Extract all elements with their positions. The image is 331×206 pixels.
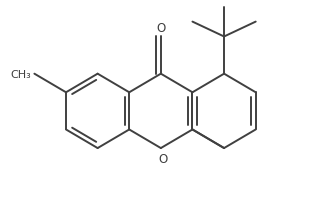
Text: O: O [156, 22, 166, 35]
Text: CH₃: CH₃ [10, 69, 31, 79]
Text: O: O [158, 152, 167, 165]
